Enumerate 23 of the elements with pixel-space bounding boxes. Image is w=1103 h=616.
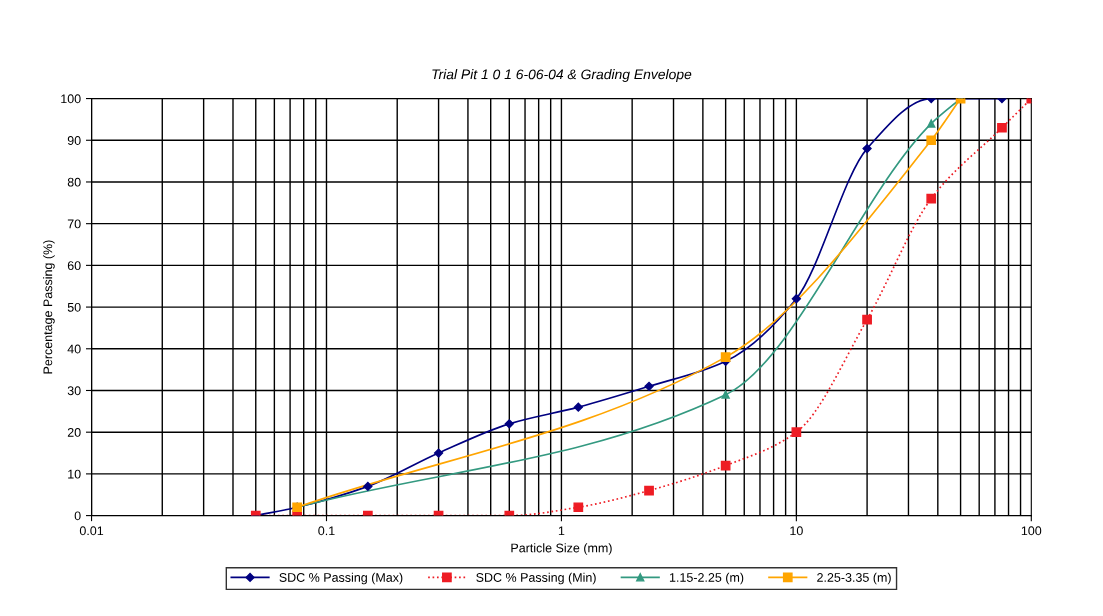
x-tick-label: 10 <box>790 526 803 536</box>
legend-label: SDC % Passing (Min) <box>476 572 596 585</box>
y-tick-label: 0 <box>74 511 81 521</box>
chart-title: Trial Pit 1 0 1 6-06-04 & Grading Envelope <box>432 69 692 82</box>
y-tick-label: 100 <box>61 94 81 104</box>
y-tick-label: 40 <box>67 344 81 354</box>
x-tick-label: 0.01 <box>79 526 104 536</box>
y-tick-label: 90 <box>67 136 81 145</box>
legend-label: 2.25-3.35 (m) <box>817 572 891 585</box>
x-tick-label: 0.1 <box>318 526 335 536</box>
y-tick-label: 80 <box>67 177 81 187</box>
legend-label: SDC % Passing (Max) <box>279 572 403 585</box>
y-tick-label: 20 <box>67 427 81 437</box>
legend-label: 1.15-2.25 (m) <box>669 572 744 585</box>
y-tick-label: 60 <box>67 261 81 271</box>
y-tick-label: 10 <box>68 469 81 479</box>
y-tick-label: 70 <box>67 219 81 229</box>
x-tick-label: 100 <box>1021 526 1042 536</box>
y-axis-title: Percentage Passing (%) <box>43 240 55 374</box>
x-tick-label: 1 <box>558 526 565 536</box>
y-tick-label: 50 <box>67 302 81 312</box>
y-tick-label: 30 <box>67 386 81 396</box>
x-axis-title: Particle Size (mm) <box>511 543 612 555</box>
